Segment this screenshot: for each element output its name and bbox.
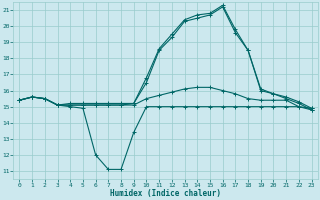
X-axis label: Humidex (Indice chaleur): Humidex (Indice chaleur) (110, 189, 221, 198)
